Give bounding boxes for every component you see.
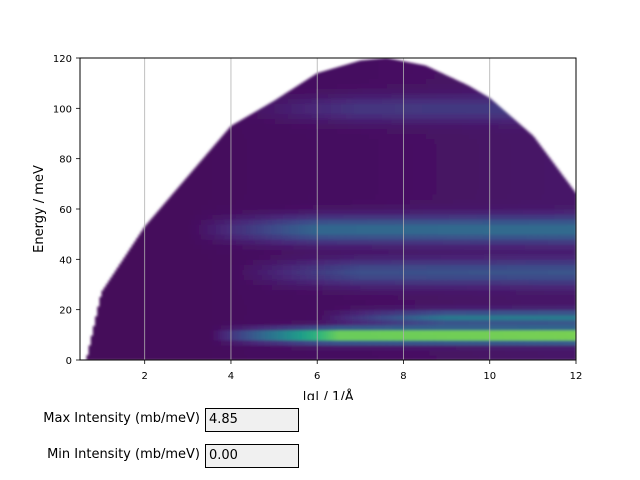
y-tick-label: 60: [59, 205, 72, 216]
y-tick-label: 100: [53, 104, 72, 115]
y-tick-label: 40: [59, 255, 72, 266]
min-intensity-input[interactable]: 0.00: [205, 444, 299, 468]
heatmap-area: [86, 58, 576, 360]
x-tick-label: 8: [400, 371, 406, 382]
x-tick-label: 2: [142, 371, 148, 382]
max-intensity-label: Max Intensity (mb/meV): [43, 411, 200, 426]
x-tick-label: 4: [228, 371, 234, 382]
heatmap-chart: 2 4 6 8 10 12 0 20 40 60 80 100 120 |q| / 1/Å Energ…: [32, 54, 583, 400]
y-axis-label: Energy / meV: [32, 165, 47, 253]
x-tick-label: 10: [483, 371, 496, 382]
x-axis: 2 4 6 8 10 12: [142, 360, 583, 382]
y-tick-label: 0: [66, 356, 72, 367]
y-tick-label: 120: [53, 54, 72, 65]
grid: [144, 58, 491, 360]
max-intensity-input[interactable]: 4.85: [205, 408, 299, 432]
y-tick-label: 80: [59, 155, 72, 166]
x-axis-label: |q| / 1/Å: [302, 389, 353, 400]
min-intensity-label: Min Intensity (mb/meV): [47, 447, 200, 462]
x-tick-label: 6: [314, 371, 320, 382]
x-tick-label: 12: [570, 371, 583, 382]
y-tick-label: 20: [59, 306, 72, 317]
y-axis: 0 20 40 60 80 100 120: [53, 54, 80, 367]
